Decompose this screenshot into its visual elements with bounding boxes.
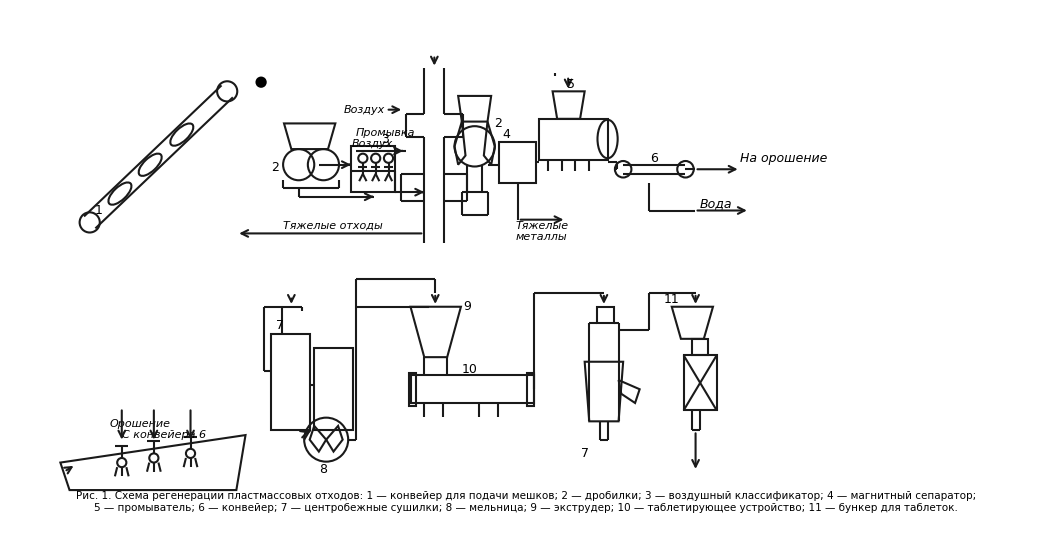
- Text: Рис. 1. Схема регенерации пластмассовых отходов: 1 — конвейер для подачи мешков;: Рис. 1. Схема регенерации пластмассовых …: [76, 492, 976, 513]
- Bar: [692, 339, 708, 356]
- Text: 2: 2: [493, 117, 502, 130]
- Text: Воздух: Воздух: [344, 105, 385, 115]
- Text: 9: 9: [463, 300, 471, 313]
- Bar: [598, 307, 614, 323]
- Bar: [500, 142, 537, 183]
- Text: Вода: Вода: [700, 198, 732, 211]
- Text: 7: 7: [581, 447, 589, 460]
- Text: На орошение: На орошение: [741, 152, 828, 165]
- Text: Воздух: Воздух: [351, 139, 392, 149]
- Text: Тяжелые отходы: Тяжелые отходы: [283, 221, 383, 231]
- Bar: [351, 146, 394, 192]
- Text: Промывка: Промывка: [356, 127, 414, 138]
- Text: 4: 4: [502, 128, 510, 141]
- Bar: [408, 373, 416, 406]
- Bar: [539, 119, 608, 160]
- Text: 7: 7: [277, 319, 284, 332]
- Text: 2: 2: [271, 161, 279, 174]
- Text: С конвейера 6: С конвейера 6: [122, 430, 206, 440]
- Text: 1: 1: [95, 204, 103, 217]
- Text: 6: 6: [650, 152, 659, 165]
- Bar: [684, 356, 716, 410]
- Text: 10: 10: [462, 363, 478, 376]
- Text: 3: 3: [381, 133, 389, 146]
- Bar: [315, 348, 352, 430]
- Circle shape: [257, 78, 266, 87]
- Text: Тяжелые
металлы: Тяжелые металлы: [515, 221, 568, 242]
- Text: Орошение: Орошение: [109, 419, 170, 429]
- Bar: [271, 334, 309, 430]
- Text: 8: 8: [320, 463, 327, 476]
- Bar: [410, 376, 534, 403]
- Text: 11: 11: [664, 293, 680, 306]
- Bar: [527, 373, 534, 406]
- Text: 5: 5: [567, 79, 574, 92]
